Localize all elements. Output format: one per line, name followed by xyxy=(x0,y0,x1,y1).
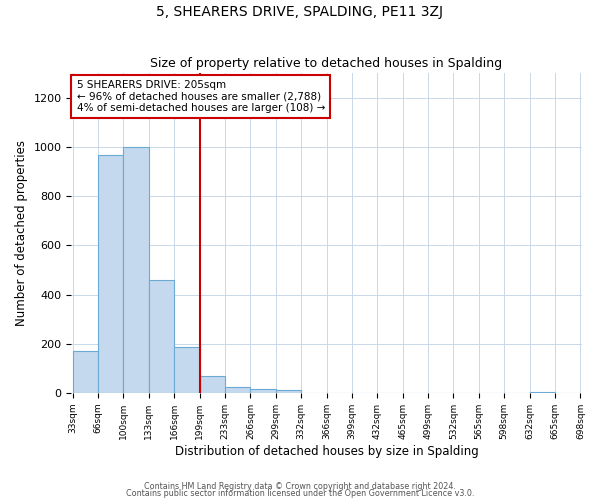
Bar xyxy=(276,390,301,393)
X-axis label: Distribution of detached houses by size in Spalding: Distribution of detached houses by size … xyxy=(175,444,478,458)
Text: Contains HM Land Registry data © Crown copyright and database right 2024.: Contains HM Land Registry data © Crown c… xyxy=(144,482,456,491)
Bar xyxy=(98,154,124,393)
Bar xyxy=(200,376,225,393)
Bar xyxy=(250,389,276,393)
Bar xyxy=(124,147,149,393)
Bar xyxy=(73,351,98,393)
Text: Contains public sector information licensed under the Open Government Licence v3: Contains public sector information licen… xyxy=(126,490,474,498)
Y-axis label: Number of detached properties: Number of detached properties xyxy=(15,140,28,326)
Bar xyxy=(174,348,200,393)
Title: Size of property relative to detached houses in Spalding: Size of property relative to detached ho… xyxy=(151,56,503,70)
Bar xyxy=(530,392,555,393)
Bar xyxy=(225,386,250,393)
Bar xyxy=(149,280,174,393)
Text: 5 SHEARERS DRIVE: 205sqm
← 96% of detached houses are smaller (2,788)
4% of semi: 5 SHEARERS DRIVE: 205sqm ← 96% of detach… xyxy=(77,80,325,113)
Text: 5, SHEARERS DRIVE, SPALDING, PE11 3ZJ: 5, SHEARERS DRIVE, SPALDING, PE11 3ZJ xyxy=(157,5,443,19)
